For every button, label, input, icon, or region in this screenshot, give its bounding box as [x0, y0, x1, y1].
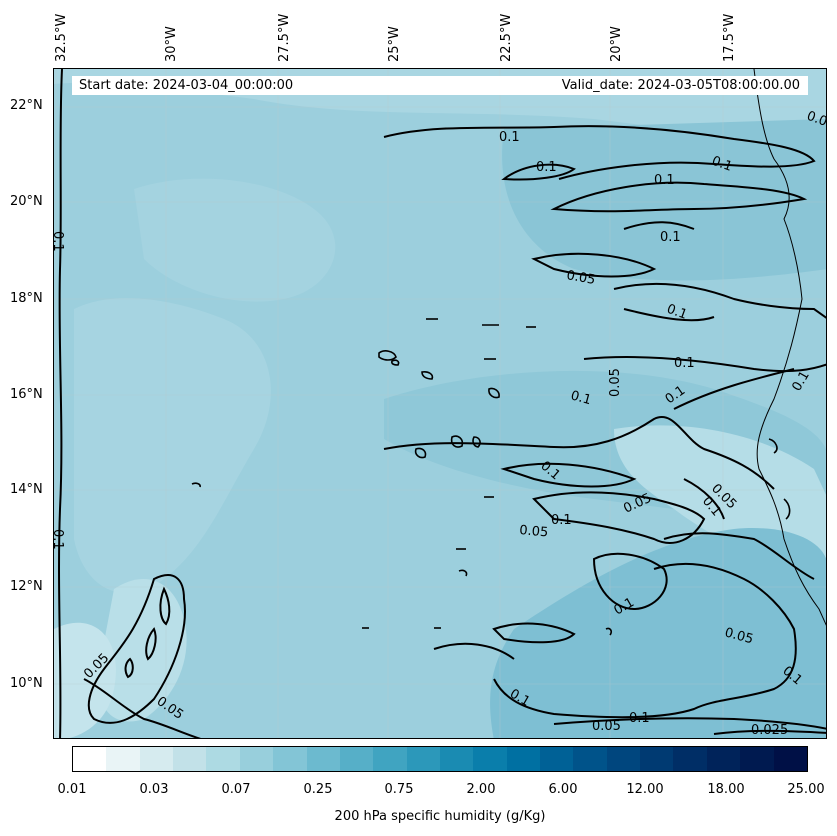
valid-date: Valid_date: 2024-03-05T08:00:00.00 — [561, 78, 800, 93]
colorbar-tick: 25.00 — [787, 782, 825, 797]
humidity-band — [74, 298, 271, 594]
colorbar-tick: 0.07 — [221, 782, 251, 797]
colorbar-segment — [473, 747, 507, 771]
contour-label: 0.05 — [565, 268, 596, 288]
contour-label: 0.05 — [723, 625, 755, 647]
colorbar-segment — [439, 747, 474, 771]
lon-label: 27.5°W — [277, 13, 292, 62]
lat-label: 22°N — [10, 98, 43, 113]
humidity-band — [98, 579, 187, 722]
colorbar-tick: 0.03 — [139, 782, 169, 797]
lat-label: 14°N — [10, 482, 43, 497]
start-date: Start date: 2024-03-04_00:00:00 — [79, 78, 294, 93]
colorbar-segment — [273, 747, 307, 771]
colorbar-segment — [173, 747, 207, 771]
map-panel: 0.1 0.1 0.1 0.1 0.1 0.05 0.1 0.1 0.05 0.… — [53, 68, 827, 739]
colorbar-segment — [373, 747, 407, 771]
lat-label: 18°N — [10, 291, 43, 306]
colorbar-tick: 6.00 — [548, 782, 578, 797]
colorbar-title: 200 hPa specific humidity (g/Kg) — [334, 809, 546, 824]
colorbar-segment — [406, 747, 440, 771]
coastline — [753, 69, 826, 626]
colorbar-segment — [506, 747, 541, 771]
colorbar-tick: 0.75 — [384, 782, 414, 797]
humidity-band — [502, 119, 826, 281]
contour-islands — [191, 318, 791, 636]
contour-label: 0.1 — [499, 130, 520, 145]
colorbar — [72, 746, 808, 772]
contour-labels: 0.1 0.1 0.1 0.1 0.1 0.05 0.1 0.1 0.05 0.… — [54, 109, 827, 738]
colorbar-tick: 0.01 — [57, 782, 87, 797]
lon-label: 20°W — [609, 26, 624, 62]
contour-label: 0.1 — [569, 388, 593, 408]
colorbar-segment — [239, 747, 274, 771]
lon-label: 22.5°W — [499, 13, 514, 62]
colorbar-tick: 18.00 — [707, 782, 745, 797]
contour-label: 0.1 — [536, 160, 557, 175]
lat-label: 20°N — [10, 194, 43, 209]
contour-label: 0.1 — [551, 513, 572, 528]
colorbar-segment — [673, 747, 707, 771]
date-header: Start date: 2024-03-04_00:00:00 Valid_da… — [72, 76, 808, 95]
colorbar-tick: 0.25 — [303, 782, 333, 797]
lon-label: 32.5°W — [54, 13, 69, 62]
colorbar-segment — [339, 747, 374, 771]
lon-label: 30°W — [164, 26, 179, 62]
colorbar-segment — [606, 747, 641, 771]
humidity-band — [490, 528, 826, 738]
lon-label: 17.5°W — [722, 13, 737, 62]
contour-label: 0.1 — [54, 529, 65, 550]
colorbar-tick: 12.00 — [626, 782, 664, 797]
lat-label: 16°N — [10, 387, 43, 402]
contour-label: 0.1 — [665, 302, 690, 323]
contour-label: 0.1 — [654, 173, 675, 188]
colorbar-tick: 2.00 — [466, 782, 496, 797]
colorbar-segment — [139, 747, 174, 771]
contour-label: 0.1 — [710, 154, 735, 175]
colorbar-segment — [106, 747, 140, 771]
colorbar-segment — [540, 747, 574, 771]
contour-label: 0.025 — [751, 723, 788, 738]
colorbar-segment — [706, 747, 741, 771]
contour-label: 0.1 — [54, 231, 65, 252]
contour-label: 0.05 — [608, 368, 623, 397]
colorbar-segment — [573, 747, 607, 771]
humidity-map: 0.1 0.1 0.1 0.1 0.1 0.05 0.1 0.1 0.05 0.… — [54, 69, 827, 738]
lat-label: 12°N — [10, 579, 43, 594]
lon-label: 25°W — [387, 26, 402, 62]
colorbar-segment — [73, 747, 107, 771]
lat-label: 10°N — [10, 676, 43, 691]
colorbar-segment — [640, 747, 674, 771]
contour-label: 0.05 — [519, 523, 549, 540]
contour-label: 0.1 — [660, 230, 681, 245]
colorbar-segment — [740, 747, 774, 771]
contour-label: 0.1 — [629, 711, 650, 726]
contour-label: 0.1 — [674, 356, 695, 371]
contour-label: 0.05 — [592, 719, 621, 734]
humidity-band — [134, 178, 336, 302]
colorbar-segment — [773, 747, 807, 771]
colorbar-segment — [206, 747, 240, 771]
contour-label: 0.0 — [805, 109, 827, 130]
colorbar-segment — [306, 747, 340, 771]
